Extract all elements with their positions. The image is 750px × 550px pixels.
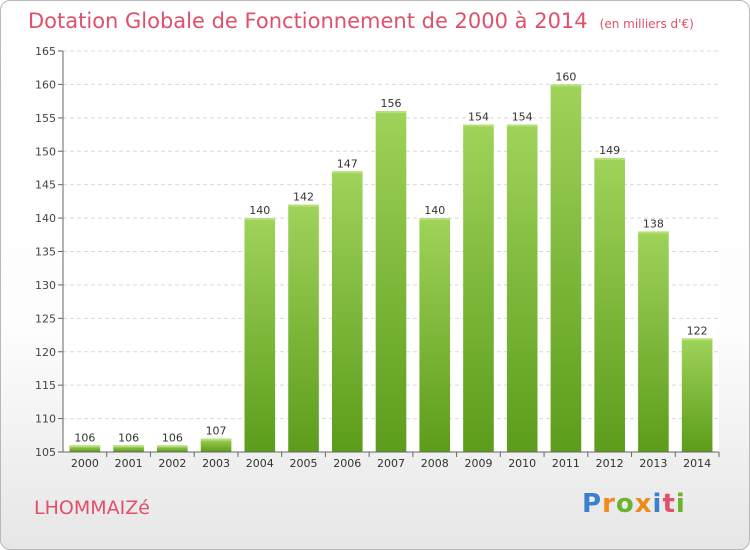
bar-highlight [550, 84, 582, 87]
bar-2006 [331, 171, 363, 453]
logo-letter: t [662, 489, 676, 519]
data-label-2012: 149 [599, 144, 620, 157]
bar-2001 [113, 445, 144, 452]
data-label-2010: 154 [512, 111, 533, 124]
x-tick-label-2009: 2009 [464, 457, 492, 470]
y-tick-label: 130 [35, 279, 56, 292]
bar-highlight [463, 124, 494, 127]
y-tick-label: 135 [35, 246, 56, 259]
logo-letter: r [602, 489, 616, 519]
data-label-2000: 106 [74, 431, 95, 444]
bar-highlight [244, 218, 276, 221]
data-label-2001: 106 [118, 431, 139, 444]
logo-letter: P [582, 489, 603, 519]
bars [69, 84, 713, 453]
bar-2000 [69, 445, 101, 452]
bar-highlight [419, 218, 451, 221]
y-tick-label: 160 [35, 78, 56, 91]
data-label-2005: 142 [293, 191, 314, 204]
x-tick-label-2005: 2005 [290, 457, 318, 470]
x-tick-label-2010: 2010 [508, 457, 536, 470]
bar-highlight [681, 338, 713, 341]
bar-2014 [681, 338, 713, 452]
y-tick-label: 140 [35, 212, 56, 225]
bar-2012 [594, 157, 625, 452]
data-label-2004: 140 [249, 204, 270, 217]
x-tick-label-2000: 2000 [71, 457, 99, 470]
data-label-2014: 122 [687, 324, 708, 337]
bar-highlight [638, 231, 669, 234]
y-tick-label: 145 [35, 179, 56, 192]
bar-2003 [200, 438, 232, 452]
data-label-2003: 107 [206, 425, 227, 438]
bar-2008 [419, 218, 451, 452]
x-tick-label-2013: 2013 [639, 457, 667, 470]
data-labels: 106 106 106 107 140 142 147 156 140 154 154 160 149 1… [74, 70, 707, 444]
bar-highlight [506, 124, 538, 127]
commune-name: LHOMMAIZé [34, 497, 150, 519]
y-tick-label: 115 [35, 379, 56, 392]
x-tick-label-2007: 2007 [377, 457, 405, 470]
y-tick-label: 105 [35, 446, 56, 459]
bar-highlight [113, 445, 144, 448]
data-label-2013: 138 [643, 217, 664, 230]
x-tick-label-2002: 2002 [158, 457, 186, 470]
bar-2007 [375, 111, 407, 453]
x-tick-label-2012: 2012 [596, 457, 624, 470]
x-tick-label-2003: 2003 [202, 457, 230, 470]
logo-letter: x [634, 489, 653, 519]
proxiti-logo[interactable]: Proxiti [582, 489, 686, 519]
bar-highlight [200, 438, 232, 441]
logo-letter: i [652, 489, 663, 519]
y-axis: 105 110 115 120 125 130 135 140 145 150 155 160 165 [35, 45, 64, 459]
bar-2002 [157, 445, 188, 452]
bar-2009 [463, 124, 494, 453]
x-tick-label-2006: 2006 [333, 457, 361, 470]
bar-highlight [594, 157, 625, 160]
bar-2013 [638, 231, 669, 452]
bar-highlight [288, 204, 319, 207]
bar-highlight [375, 111, 407, 114]
bar-2005 [288, 204, 319, 452]
logo-letter: o [615, 489, 635, 519]
x-tick-label-2001: 2001 [115, 457, 143, 470]
x-tick-label-2004: 2004 [246, 457, 274, 470]
data-label-2008: 140 [424, 204, 445, 217]
data-label-2011: 160 [555, 70, 576, 83]
bar-highlight [69, 445, 101, 448]
y-tick-label: 155 [35, 112, 56, 125]
y-tick-label: 120 [35, 346, 56, 359]
bar-highlight [331, 171, 363, 174]
x-axis: 2000 2001 2002 2003 2004 2005 2006 2007 2008 2009… [63, 451, 720, 470]
bar-2010 [506, 124, 538, 453]
x-tick-label-2014: 2014 [683, 457, 711, 470]
y-tick-label: 150 [35, 145, 56, 158]
chart-title: Dotation Globale de Fonctionnement de 20… [28, 9, 694, 33]
y-tick-label: 165 [35, 45, 56, 58]
y-tick-label: 110 [35, 413, 56, 426]
logo-letter: i [675, 489, 686, 519]
title-text: Dotation Globale de Fonctionnement de 20… [28, 9, 588, 33]
data-label-2006: 147 [337, 157, 358, 170]
data-label-2009: 154 [468, 111, 489, 124]
data-label-2007: 156 [381, 97, 402, 110]
bar-2004 [244, 218, 276, 452]
y-tick-label: 125 [35, 312, 56, 325]
unit-label: (en milliers d'€) [599, 17, 694, 31]
bar-highlight [157, 445, 188, 448]
bar-2011 [550, 84, 582, 453]
x-tick-label-2008: 2008 [421, 457, 449, 470]
data-label-2002: 106 [162, 431, 183, 444]
x-tick-label-2011: 2011 [552, 457, 580, 470]
